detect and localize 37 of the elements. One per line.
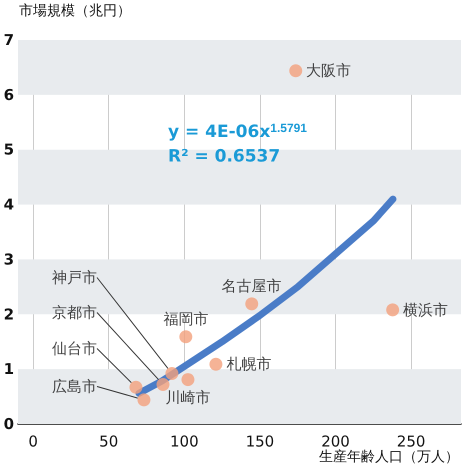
y-tick-label: 7 [4, 31, 14, 49]
annotation: 大阪市 [306, 62, 352, 80]
annotation: 神戸市 [52, 268, 97, 286]
annotation: 横浜市 [403, 300, 448, 319]
annotation: R² = 0.6537 [168, 146, 280, 166]
y-tick-label: 4 [4, 196, 14, 214]
point [386, 303, 400, 316]
point [165, 367, 178, 380]
x-tick-label: 100 [170, 432, 199, 450]
x-tick-label: 150 [246, 432, 274, 450]
y-tick-label: 5 [4, 140, 14, 159]
x-tick-label: 200 [321, 432, 350, 450]
annotation: 名古屋市 [222, 276, 282, 295]
point [245, 297, 258, 310]
point [129, 380, 142, 394]
point [179, 330, 192, 344]
annotation: 札幌市 [226, 355, 272, 374]
x-tick-label: 50 [99, 432, 118, 450]
point [289, 64, 302, 78]
y-tick-label: 2 [4, 305, 14, 324]
annotation: 福岡市 [163, 310, 208, 328]
annotation: 川崎市 [165, 388, 210, 407]
annotation: 仙台市 [52, 340, 97, 358]
annotation: 広島市 [52, 378, 97, 396]
point [137, 393, 150, 406]
point [181, 373, 194, 386]
x-axis-title: 生産年齢人口（万人） [319, 449, 459, 464]
y-tick-label: 3 [4, 250, 14, 268]
point [209, 358, 222, 371]
y-tick-label: 0 [4, 415, 14, 433]
y-axis-title: 市場規模（兆円） [19, 3, 132, 19]
x-tick-label: 250 [396, 432, 426, 450]
y-tick-label: 1 [4, 360, 14, 378]
annotation: 京都市 [52, 304, 97, 322]
x-tick-label: 0 [28, 432, 38, 450]
y-tick-label: 6 [4, 86, 14, 104]
point [156, 378, 170, 391]
